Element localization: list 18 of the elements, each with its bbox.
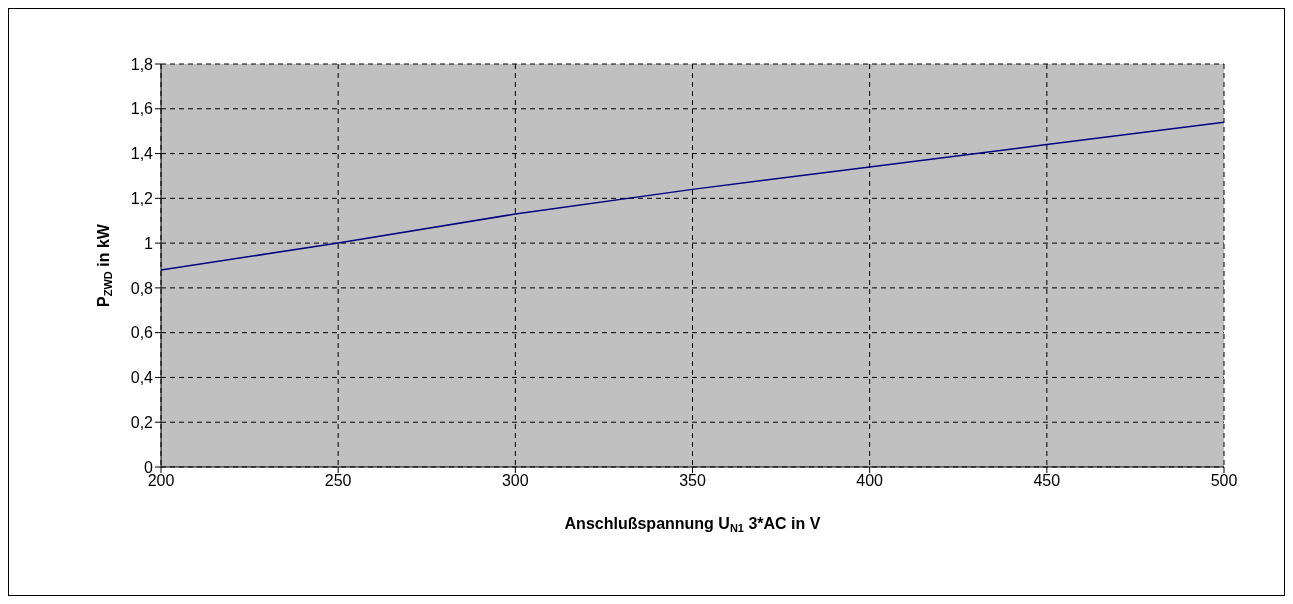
y-tick-label: 0,4 <box>130 369 154 387</box>
y-tick-label: 1,4 <box>130 145 154 163</box>
x-tick-label: 250 <box>324 472 352 490</box>
x-tick-label: 450 <box>1033 472 1061 490</box>
y-tick-label: 0,2 <box>130 413 154 431</box>
y-tick-label: 0,8 <box>130 279 154 297</box>
y-tick-label: 0,6 <box>130 324 154 342</box>
line-series <box>161 121 1224 271</box>
x-axis-title: Anschlußspannung U$_{N1}$ 3*AC in V <box>564 515 821 534</box>
x-tick-label: 500 <box>1210 472 1238 490</box>
y-tick-label: 1,8 <box>130 55 154 73</box>
y-tick-label: 1 <box>144 234 154 252</box>
x-tick-label: 200 <box>147 472 175 490</box>
y-tick-label: 1,2 <box>130 190 154 208</box>
x-tick-label: 400 <box>856 472 884 490</box>
x-tick-label: 350 <box>679 472 706 490</box>
y-tick-label: 1,6 <box>130 100 154 118</box>
x-tick-label: 300 <box>501 472 529 490</box>
